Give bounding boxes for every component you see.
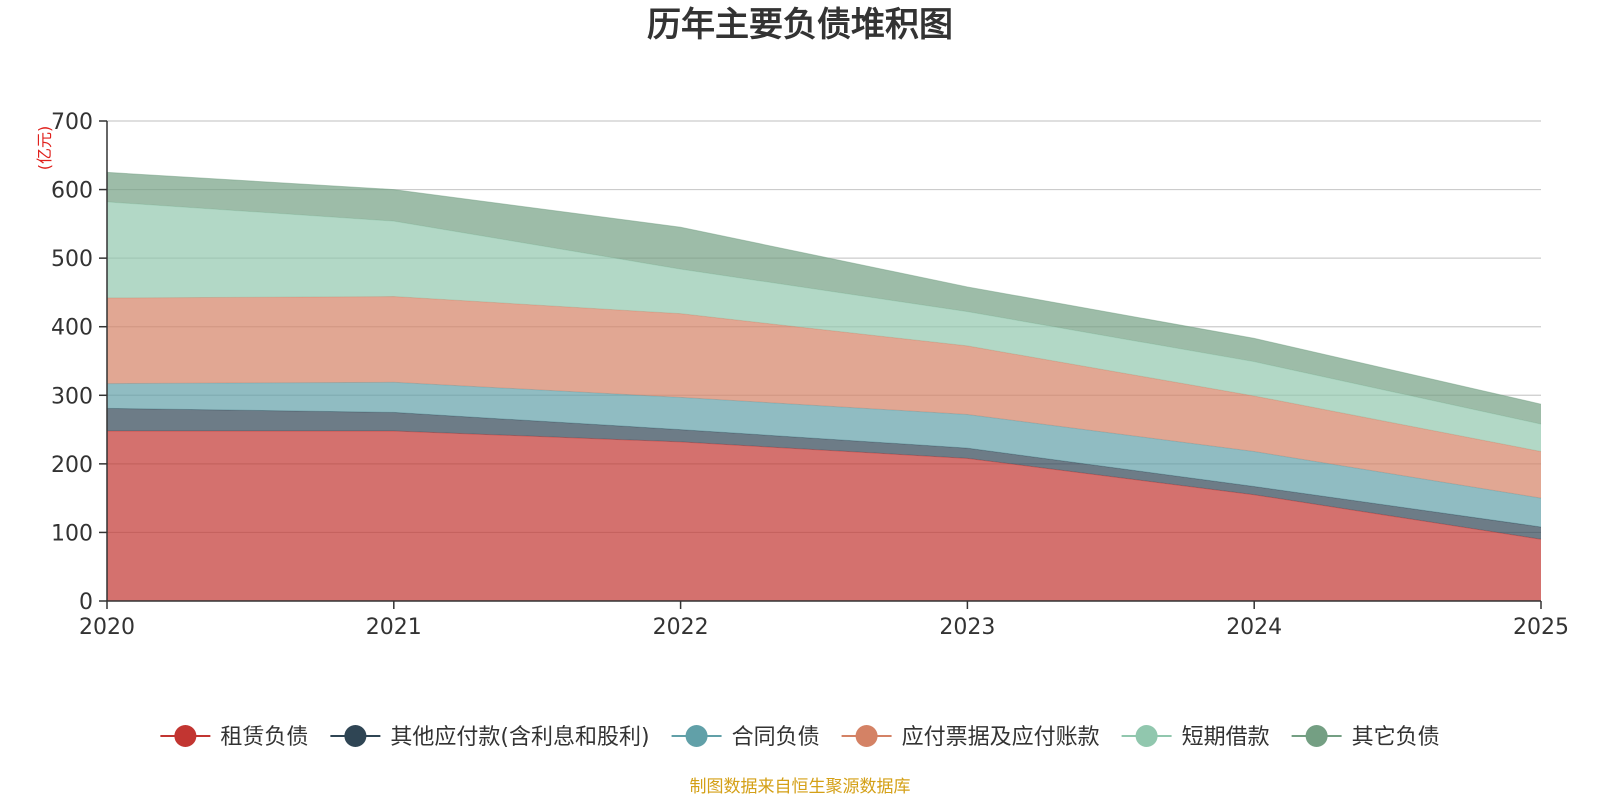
area-series-4 bbox=[107, 296, 1541, 499]
x-tick-label: 2021 bbox=[366, 615, 422, 640]
legend-marker-icon bbox=[1135, 725, 1158, 747]
y-axis-unit-label: (亿元) bbox=[35, 126, 54, 171]
y-tick-label: 100 bbox=[51, 521, 93, 546]
legend-label: 租赁负债 bbox=[220, 725, 308, 750]
chart-title: 历年主要负债堆积图 bbox=[647, 5, 953, 45]
data-source-note: 制图数据来自恒生聚源数据库 bbox=[690, 777, 911, 797]
y-tick-label: 600 bbox=[51, 179, 93, 204]
y-tick-label: 700 bbox=[51, 110, 93, 135]
legend-item-4[interactable]: 应付票据及应付账款 bbox=[841, 725, 1100, 750]
y-tick-label: 400 bbox=[51, 316, 93, 341]
x-tick-label: 2023 bbox=[939, 615, 995, 640]
legend-label: 应付票据及应付账款 bbox=[902, 725, 1100, 750]
y-tick-label: 500 bbox=[51, 247, 93, 272]
legend: 租赁负债 其他应付款(含利息和股利) 合同负债 应付票据及应付账款 短期借款 其它负债 bbox=[160, 725, 1440, 750]
area-series-group bbox=[106, 171, 1542, 601]
legend-label: 合同负债 bbox=[732, 725, 820, 750]
x-tick-label: 2022 bbox=[653, 615, 709, 640]
legend-marker-icon bbox=[174, 725, 197, 747]
legend-item-3[interactable]: 合同负债 bbox=[671, 725, 820, 750]
axes: 0 100 200 300 400 500 600 700 2020 2021 2022 2023 20… bbox=[51, 110, 1569, 640]
legend-label: 短期借款 bbox=[1182, 725, 1270, 750]
area-series-2 bbox=[107, 408, 1541, 540]
legend-item-2[interactable]: 其他应付款(含利息和股利) bbox=[330, 725, 650, 750]
x-tick-label: 2024 bbox=[1226, 615, 1282, 640]
legend-item-5[interactable]: 短期借款 bbox=[1121, 725, 1270, 750]
legend-marker-icon bbox=[855, 725, 878, 747]
area-series-3 bbox=[107, 382, 1541, 527]
area-edge-line-6 bbox=[106, 171, 1542, 405]
legend-marker-icon bbox=[685, 725, 708, 747]
legend-label: 其他应付款(含利息和股利) bbox=[390, 725, 649, 750]
area-series-6 bbox=[107, 172, 1541, 425]
legend-label: 其它负债 bbox=[1352, 725, 1440, 750]
area-series-5 bbox=[107, 201, 1541, 452]
x-tick-label: 2025 bbox=[1513, 615, 1569, 640]
legend-marker-icon bbox=[1305, 725, 1328, 747]
legend-marker-icon bbox=[344, 725, 367, 747]
legend-item-6[interactable]: 其它负债 bbox=[1291, 725, 1440, 750]
y-tick-label: 0 bbox=[79, 590, 93, 615]
x-tick-label: 2020 bbox=[79, 615, 135, 640]
area-series-1 bbox=[107, 430, 1541, 601]
y-tick-label: 300 bbox=[51, 384, 93, 409]
y-tick-label: 200 bbox=[51, 453, 93, 478]
legend-item-1[interactable]: 租赁负债 bbox=[160, 725, 308, 750]
